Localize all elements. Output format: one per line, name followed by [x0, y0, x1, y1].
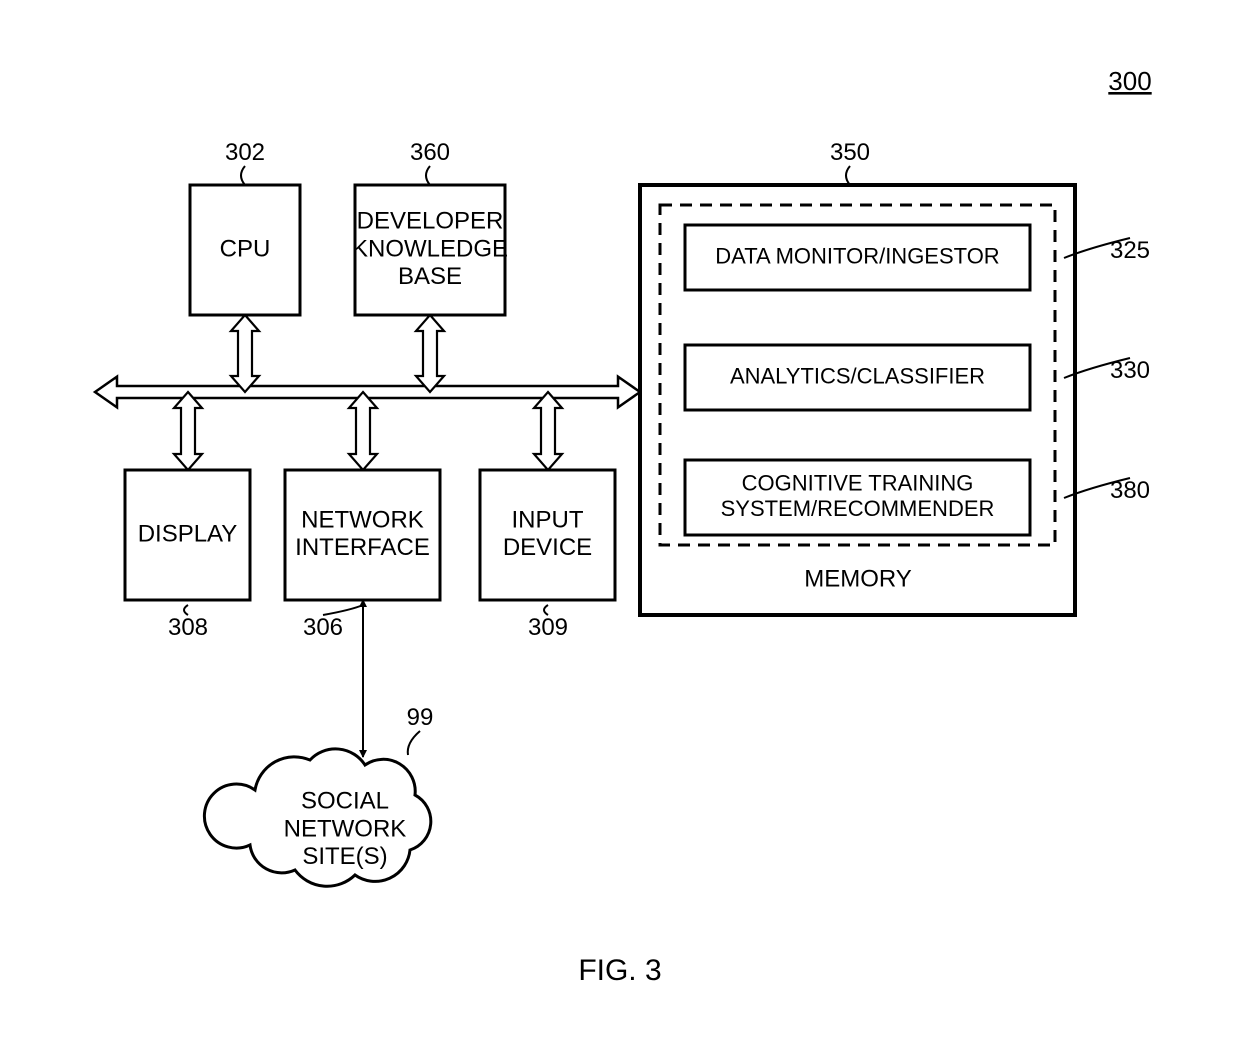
ref-cloud: 99: [407, 704, 434, 731]
input-label-line-1: DEVICE: [503, 534, 592, 561]
ref-memory: 350: [830, 139, 870, 166]
dmi-label-line-0: DATA MONITOR/INGESTOR: [715, 243, 999, 268]
ref-display: 308: [168, 614, 208, 641]
cloud-label-line-1: NETWORK: [284, 815, 407, 842]
ref-leader-display: [184, 605, 188, 615]
ref-cpu: 302: [225, 139, 265, 166]
cloud-label-line-2: SITE(S): [302, 843, 387, 870]
bus-arrow-dkb-bus: [416, 315, 444, 392]
input-label-line-0: INPUT: [512, 507, 584, 534]
ref-leader-cpu: [241, 166, 245, 185]
dkb-label-line-2: BASE: [398, 263, 462, 290]
ctsr-label-line-0: COGNITIVE TRAINING: [742, 471, 974, 496]
ref-leader-cloud: [408, 731, 420, 755]
ref-input: 309: [528, 614, 568, 641]
ref-leader-dkb: [426, 166, 430, 185]
ref-dkb: 360: [410, 139, 450, 166]
ac-label-line-0: ANALYTICS/CLASSIFIER: [730, 363, 985, 388]
ref-leader-memory: [846, 166, 850, 185]
ref-leader-input: [544, 605, 548, 615]
cpu-label-line-0: CPU: [220, 235, 271, 262]
network-label-line-1: INTERFACE: [295, 534, 430, 561]
figure-reference: 300: [1108, 66, 1151, 96]
dkb-label-line-0: DEVELOPER: [357, 208, 504, 235]
ref-network: 306: [303, 614, 343, 641]
display-label-line-0: DISPLAY: [138, 520, 238, 547]
network-label-line-0: NETWORK: [301, 507, 424, 534]
memory-label: MEMORY: [804, 565, 912, 592]
bus-arrow-input-bus: [534, 392, 562, 470]
bus-arrow-display-bus: [174, 392, 202, 470]
dkb-label-line-1: KNOWLEDGE: [352, 235, 508, 262]
bus-arrow-network-bus: [349, 392, 377, 470]
figure-caption: FIG. 3: [578, 954, 661, 987]
cloud-label-line-0: SOCIAL: [301, 788, 389, 815]
ctsr-label-line-1: SYSTEM/RECOMMENDER: [721, 496, 995, 521]
bus-arrow-cpu-bus: [231, 315, 259, 392]
